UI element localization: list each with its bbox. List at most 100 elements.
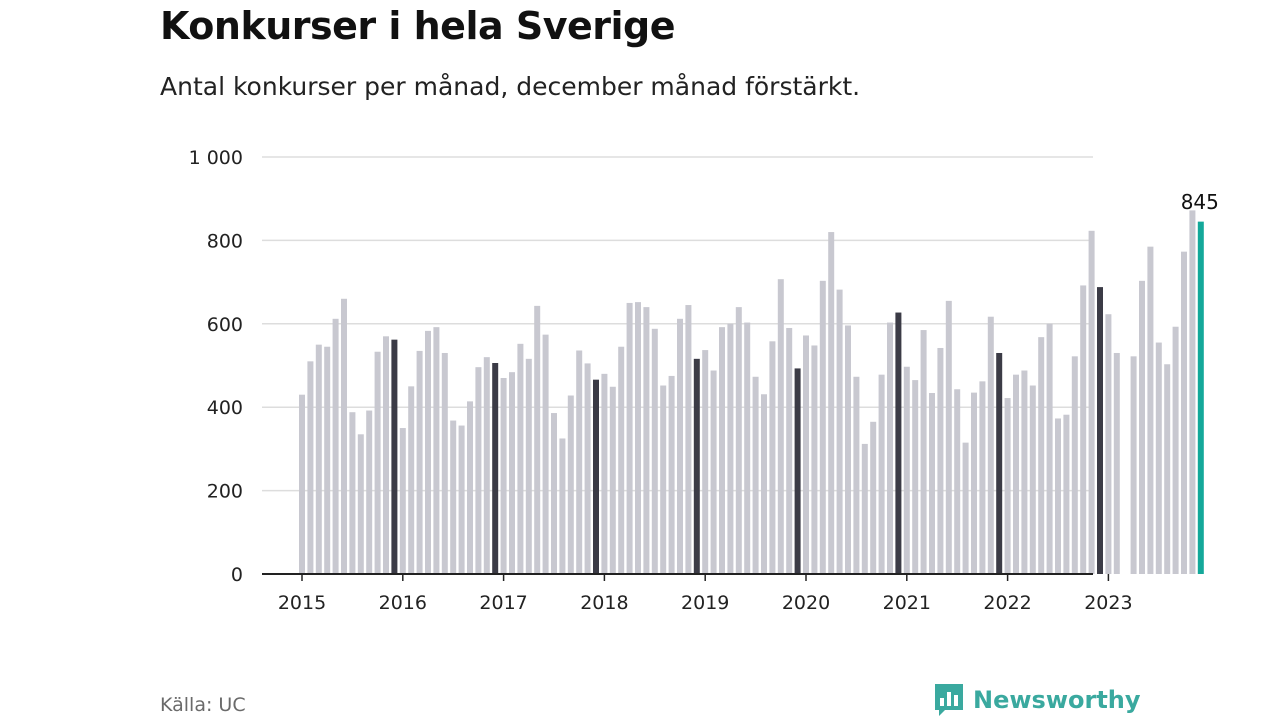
bar	[643, 307, 650, 574]
bar	[441, 352, 448, 574]
bar	[861, 443, 868, 574]
source-note: Källa: UC	[160, 694, 246, 716]
bar	[567, 395, 574, 574]
x-tick-label: 2021	[883, 592, 931, 614]
x-tick-label: 2017	[479, 592, 527, 614]
bar	[425, 330, 431, 574]
y-tick-label: 800	[207, 230, 243, 252]
bar	[332, 318, 339, 574]
bar	[1046, 323, 1053, 574]
bar	[786, 327, 793, 574]
bar	[920, 330, 927, 574]
bar	[1155, 342, 1162, 574]
bar	[761, 394, 767, 574]
bar	[828, 232, 835, 574]
bar	[1164, 364, 1171, 574]
bar	[903, 366, 910, 574]
bar	[525, 358, 532, 574]
bar	[341, 298, 347, 574]
bar	[719, 327, 725, 574]
bar	[576, 350, 583, 574]
bar	[836, 289, 843, 574]
bar	[1071, 356, 1078, 574]
bar	[500, 378, 507, 574]
bar	[324, 346, 331, 574]
bar	[467, 401, 473, 574]
bar	[383, 336, 389, 574]
bar	[374, 351, 381, 574]
x-tick-label: 2019	[681, 592, 729, 614]
bar	[542, 334, 549, 574]
y-tick-label: 400	[207, 397, 243, 419]
bar	[357, 434, 364, 574]
bar	[1113, 352, 1120, 574]
bar	[1105, 314, 1112, 574]
bar	[853, 376, 860, 574]
bar	[1080, 285, 1087, 574]
bar	[929, 393, 935, 574]
x-tick-label: 2020	[782, 592, 830, 614]
bar	[979, 381, 986, 574]
bar	[458, 425, 465, 574]
bar	[1021, 370, 1028, 574]
bar	[954, 389, 961, 574]
bar	[1004, 398, 1011, 574]
latest-value-label: 845	[1181, 190, 1219, 214]
bar	[1055, 418, 1061, 574]
bar	[609, 386, 616, 574]
bar-december	[391, 339, 398, 574]
bar	[1181, 251, 1187, 574]
bar	[1038, 337, 1045, 574]
newsworthy-logo-icon	[935, 684, 963, 716]
bar	[1063, 414, 1070, 574]
y-tick-label: 600	[207, 314, 243, 336]
bar	[987, 316, 994, 574]
bar	[744, 322, 751, 574]
bar	[1189, 210, 1196, 574]
bar	[887, 322, 893, 574]
bar-december	[492, 363, 499, 574]
bar-december	[593, 379, 599, 574]
bar	[769, 341, 776, 574]
bar-december	[996, 352, 1003, 574]
brand-name: Newsworthy	[973, 686, 1141, 714]
bar	[870, 421, 877, 574]
bar	[399, 428, 406, 574]
bar-december	[1097, 287, 1103, 574]
bar	[618, 346, 625, 574]
bar	[937, 347, 944, 574]
x-tick-label: 2015	[278, 592, 326, 614]
bar	[509, 372, 515, 574]
bar-december	[895, 312, 902, 574]
bar	[559, 438, 566, 574]
bar	[483, 357, 490, 574]
bar	[735, 307, 742, 574]
y-tick-label: 1 000	[189, 147, 243, 169]
bar	[845, 325, 851, 574]
bar	[945, 300, 952, 574]
bar	[635, 302, 641, 574]
x-tick-label: 2018	[580, 592, 628, 614]
bar	[626, 302, 633, 574]
bar	[819, 280, 826, 574]
bar	[702, 350, 709, 574]
bar	[1130, 356, 1137, 574]
bar	[307, 361, 314, 574]
bar	[1013, 374, 1019, 574]
bar	[517, 343, 524, 574]
brand-logo[interactable]: Newsworthy	[933, 682, 1141, 718]
bar	[349, 412, 356, 574]
bar-december	[794, 368, 801, 574]
bar	[710, 370, 717, 574]
bar	[551, 413, 557, 574]
bar	[727, 323, 734, 574]
x-tick-label: 2016	[379, 592, 427, 614]
bar	[752, 376, 759, 574]
bar	[534, 305, 541, 574]
bar	[450, 420, 457, 574]
chart-title: Konkurser i hela Sverige	[160, 4, 676, 48]
x-tick-label: 2023	[1084, 592, 1132, 614]
bar	[1029, 385, 1036, 574]
bar	[1088, 230, 1095, 574]
